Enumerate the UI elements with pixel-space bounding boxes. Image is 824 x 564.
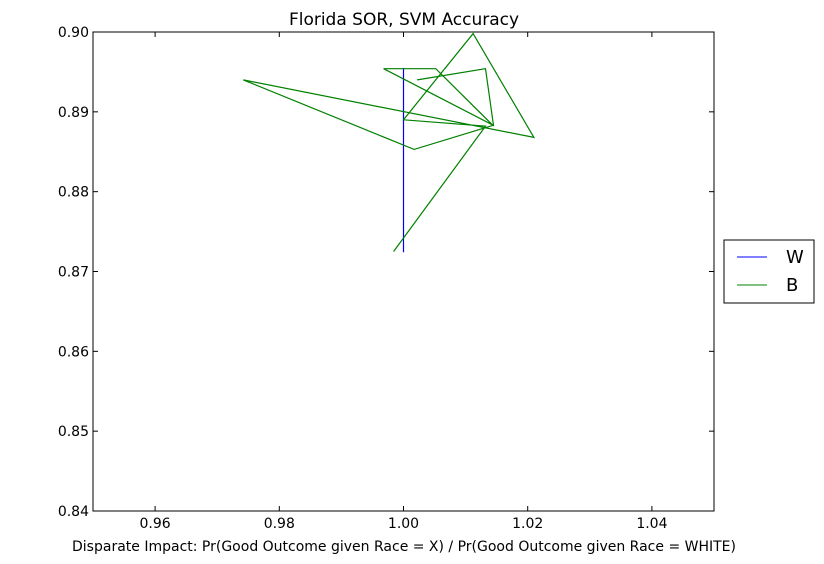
x-tick-label: 1.04 xyxy=(636,516,667,532)
x-tick-label: 1.00 xyxy=(388,516,419,532)
y-tick-label: 0.89 xyxy=(58,105,89,121)
axis-ticks: 0.96 0.98 1.00 1.02 1.04 0.84 0.85 0.86 0.87 0.88… xyxy=(58,25,714,532)
y-tick-label: 0.88 xyxy=(58,185,89,201)
x-tick-label: 0.98 xyxy=(264,516,295,532)
legend-frame xyxy=(723,239,815,304)
x-tick-label: 1.02 xyxy=(512,516,543,532)
legend: W B xyxy=(723,239,815,304)
legend-label-b: B xyxy=(786,275,798,296)
x-tick-label: 0.96 xyxy=(140,516,171,532)
y-tick-label: 0.90 xyxy=(58,25,89,41)
series-line-b xyxy=(243,32,536,252)
chart-title: Florida SOR, SVM Accuracy xyxy=(289,10,519,30)
plot-series xyxy=(243,32,536,253)
legend-label-w: W xyxy=(786,247,804,268)
y-tick-label: 0.87 xyxy=(58,265,89,281)
y-tick-label: 0.85 xyxy=(58,424,89,440)
x-axis-label: Disparate Impact: Pr(Good Outcome given … xyxy=(72,539,736,555)
y-tick-label: 0.84 xyxy=(58,504,89,520)
y-tick-label: 0.86 xyxy=(58,344,89,360)
